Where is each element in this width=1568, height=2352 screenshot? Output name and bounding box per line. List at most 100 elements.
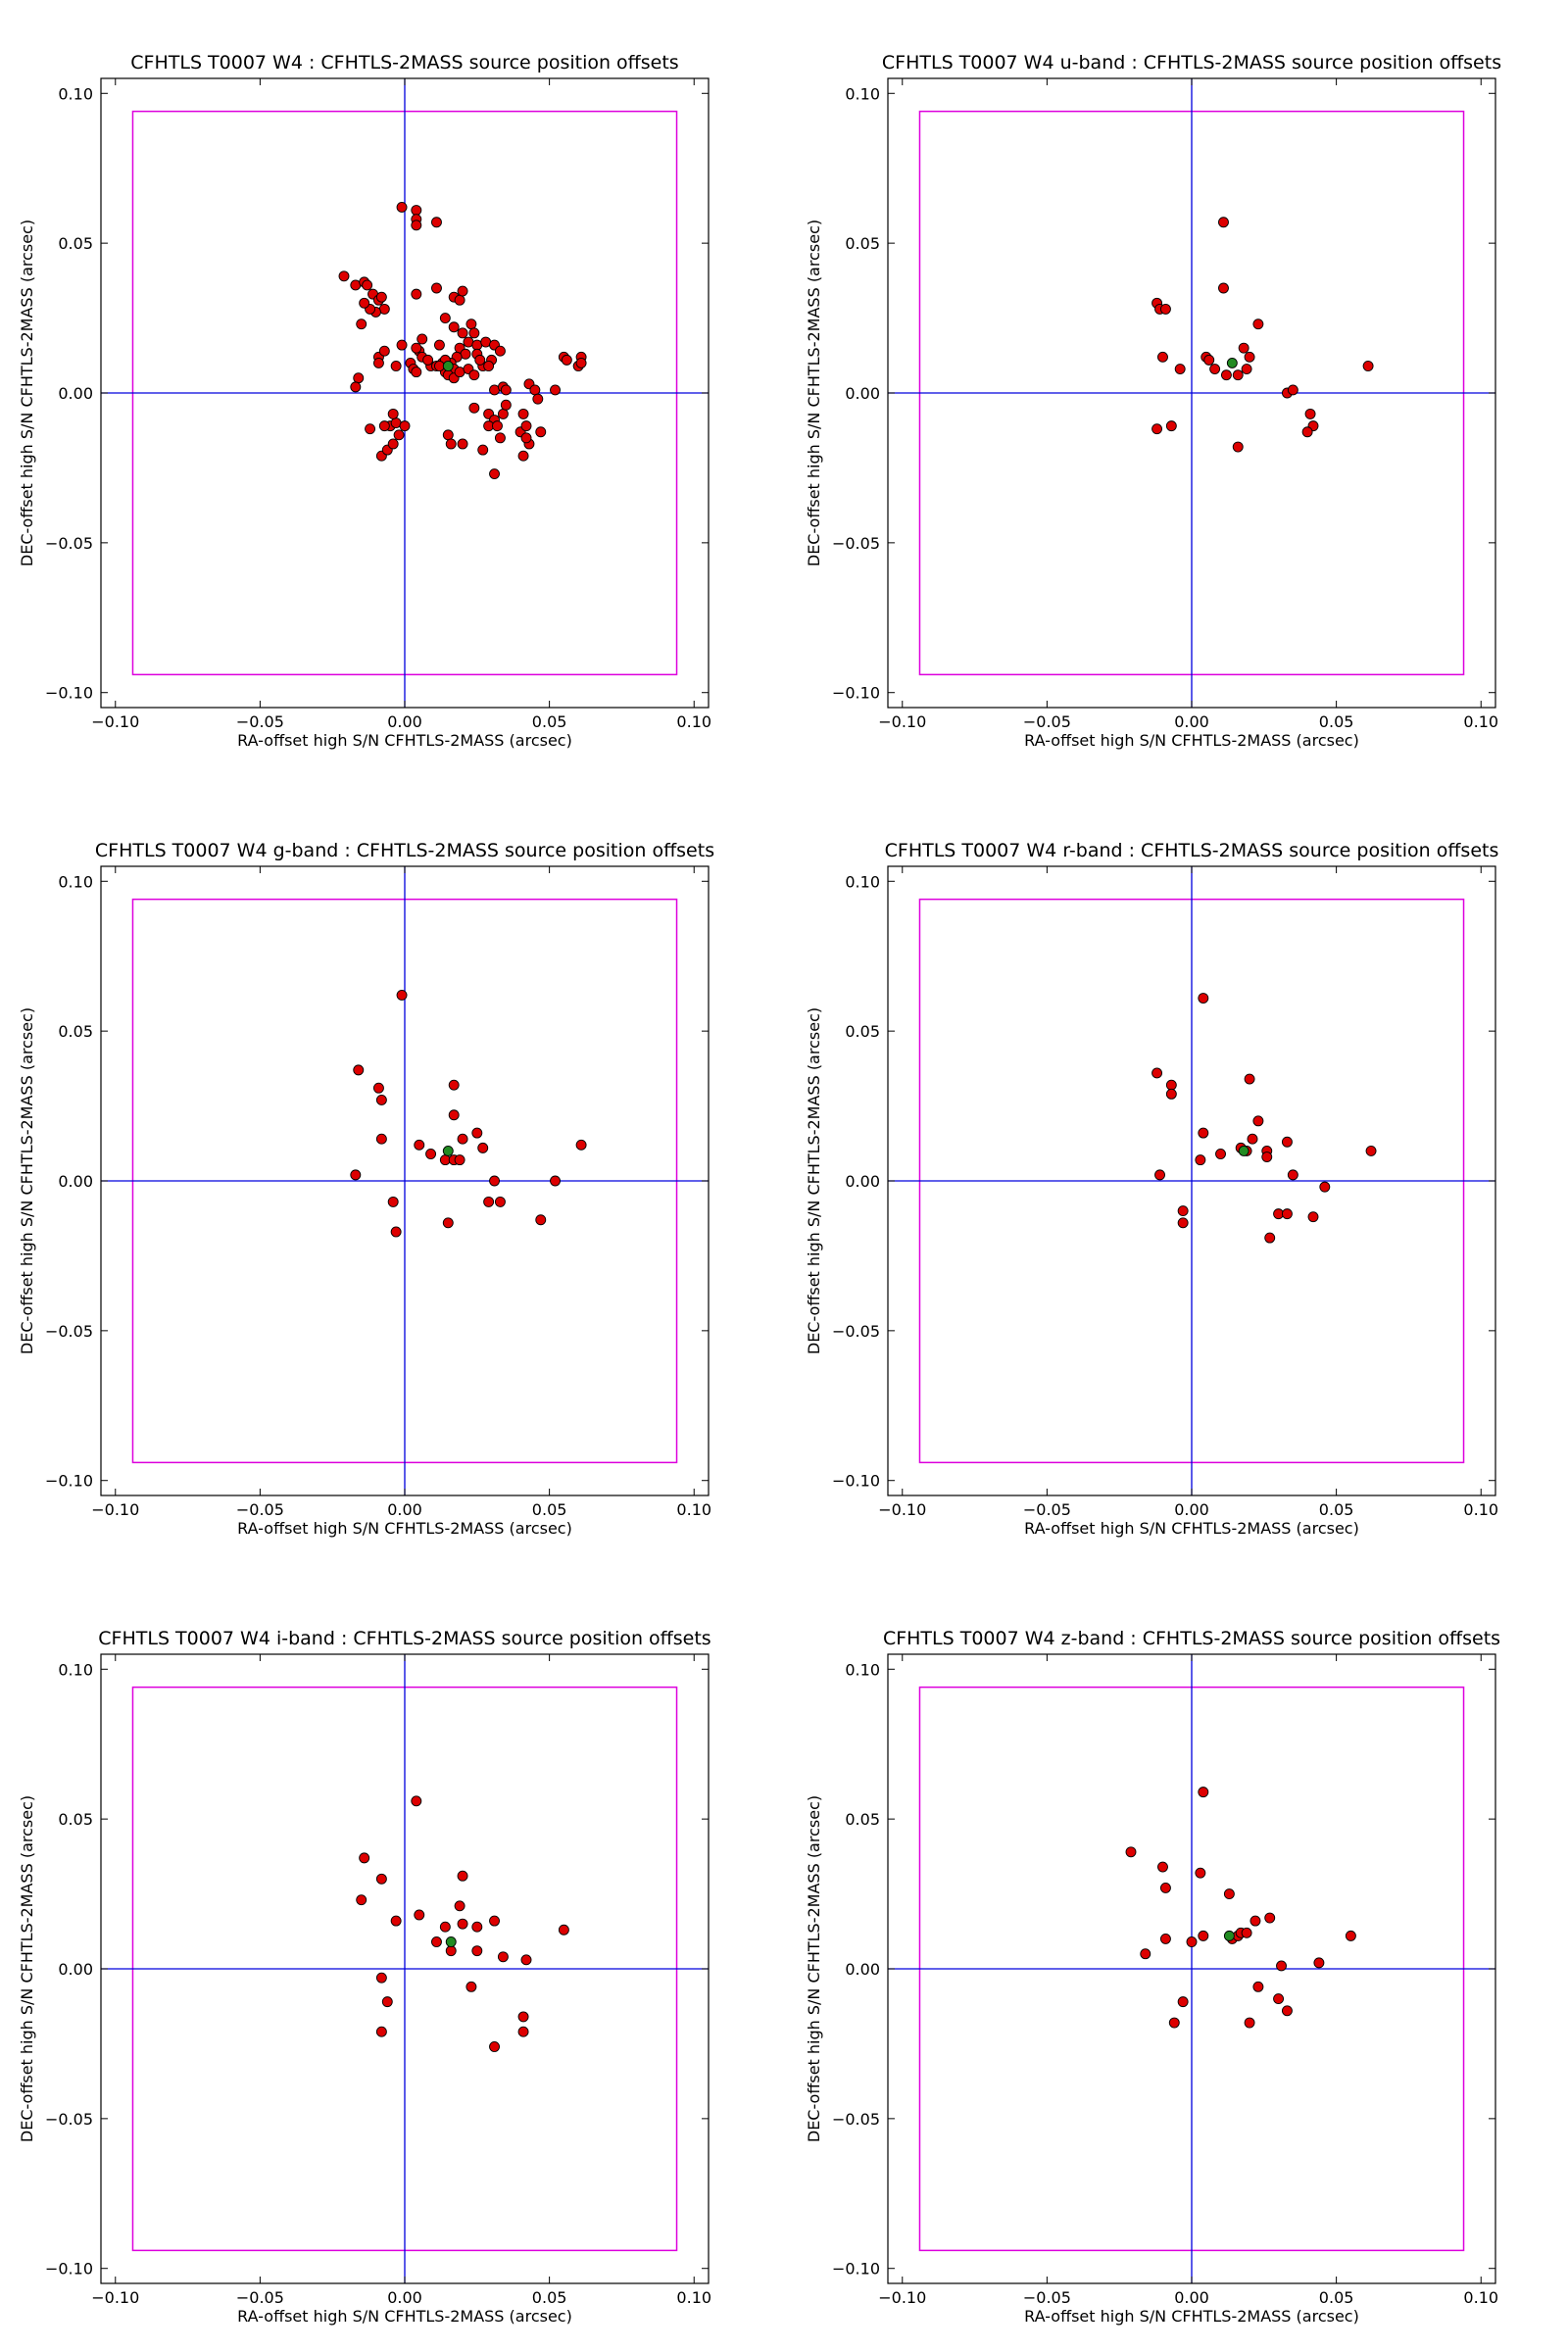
data-point [1345,1930,1356,1941]
data-point [468,327,480,339]
data-point [390,361,402,371]
data-point [416,333,428,345]
data-point [483,361,495,371]
y-tick-label: 0.05 [58,1810,93,1829]
x-tick-label: −0.05 [1023,1500,1071,1519]
data-point [1157,1861,1168,1873]
data-point [1261,1152,1273,1162]
data-point [1281,1136,1293,1148]
data-point [474,354,486,366]
data-point [1244,2017,1255,2029]
data-point [1241,364,1252,374]
data-point [517,450,529,462]
data-point [468,369,480,381]
data-point [1232,369,1244,381]
x-tick-label: −0.10 [878,1500,926,1519]
data-point [1307,1211,1319,1223]
data-point [1319,1181,1331,1193]
chart-title: CFHTLS T0007 W4 r-band : CFHTLS-2MASS so… [885,840,1499,861]
data-point [550,384,561,396]
data-point [375,1133,387,1145]
y-tick-label: 0.00 [845,384,880,403]
data-point [1273,1993,1285,2005]
data-point [396,339,408,351]
data-point [532,393,544,405]
data-point [1287,384,1298,396]
data-point [1301,426,1313,438]
y-tick-label: −0.05 [45,534,93,553]
data-point [466,318,477,330]
data-point [1252,1115,1264,1127]
y-axis-label: DEC-offset high S/N CFHTLS-2MASS (arcsec… [18,1007,36,1354]
y-axis-label: DEC-offset high S/N CFHTLS-2MASS (arcsec… [18,220,36,566]
mean-point [445,1936,457,1947]
data-point [390,1226,402,1238]
chart-panel-1: CFHTLS T0007 W4 : CFHTLS-2MASS source po… [18,52,711,750]
x-axis-label: RA-offset high S/N CFHTLS-2MASS (arcsec) [237,1519,572,1538]
data-point [1159,1883,1171,1893]
y-axis-label: DEC-offset high S/N CFHTLS-2MASS (arcsec… [805,1795,823,2142]
data-point [1159,1933,1171,1944]
data-point [1198,1930,1209,1941]
data-point [414,1909,425,1921]
x-tick-label: 0.10 [676,712,711,731]
data-point [471,1127,483,1139]
x-tick-label: −0.10 [91,1500,139,1519]
data-point [1125,1846,1137,1858]
y-tick-label: −0.05 [832,1322,880,1341]
data-point [414,1139,425,1151]
data-point [558,1924,569,1936]
y-tick-label: −0.10 [832,1472,880,1491]
data-point [497,408,509,419]
data-point [517,2011,529,2023]
data-point [1209,364,1221,374]
data-point [457,285,468,297]
y-tick-label: −0.10 [832,684,880,703]
data-point [1232,441,1244,453]
data-point [457,1133,468,1145]
data-point [445,1945,457,1957]
y-tick-label: −0.10 [45,2260,93,2278]
data-point [362,279,373,291]
data-point [489,2041,500,2052]
data-point [411,205,422,216]
data-point [575,1139,587,1151]
data-point [520,420,532,432]
data-point [411,367,422,378]
mean-point [442,1145,454,1156]
data-point [372,357,384,368]
data-point [1152,1067,1163,1079]
data-point [1152,423,1163,435]
data-point [1252,1981,1264,1992]
data-point [500,384,512,396]
y-tick-label: 0.10 [58,872,93,891]
data-point [471,1921,483,1933]
data-point [517,408,529,419]
x-tick-label: 0.10 [676,1500,711,1519]
y-tick-label: 0.00 [845,1172,880,1191]
x-tick-label: 0.05 [532,2288,567,2307]
x-tick-label: −0.10 [878,2288,926,2307]
data-point [387,438,399,450]
data-point [535,426,547,438]
x-axis-label: RA-offset high S/N CFHTLS-2MASS (arcsec) [237,731,572,750]
y-tick-label: −0.10 [45,684,93,703]
x-tick-label: 0.10 [1463,712,1498,731]
data-point [457,1918,468,1930]
x-tick-label: 0.05 [532,1500,567,1519]
data-point [1177,1996,1189,2008]
data-point [520,432,532,444]
x-tick-label: 0.05 [1319,2288,1354,2307]
data-point [375,1972,387,1984]
data-point [1244,351,1255,363]
data-point [1365,1145,1377,1156]
data-point [1195,1867,1206,1879]
x-tick-label: 0.00 [1174,2288,1209,2307]
y-tick-label: 0.05 [845,1810,880,1829]
chart-panel-2: CFHTLS T0007 W4 u-band : CFHTLS-2MASS so… [805,52,1501,750]
data-point [365,423,376,435]
x-tick-label: 0.05 [1319,712,1354,731]
data-point [1195,1154,1206,1166]
y-tick-label: 0.00 [58,384,93,403]
data-point [1186,1936,1198,1947]
